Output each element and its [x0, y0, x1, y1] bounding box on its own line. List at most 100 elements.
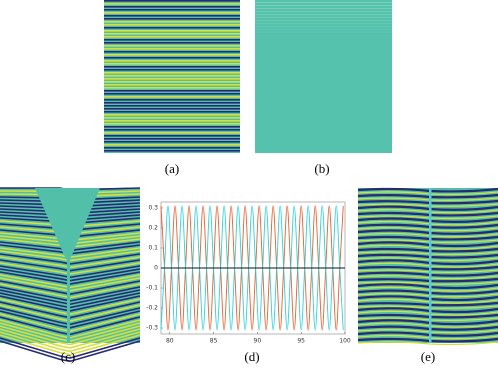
- stripe: [104, 30, 240, 32]
- stripe: [0, 256, 141, 269]
- stripe: [0, 316, 141, 336]
- stripe: [104, 129, 240, 131]
- stripe: [104, 105, 240, 107]
- x-tick-label: 95: [297, 338, 305, 345]
- x-tick-label: 85: [210, 338, 218, 345]
- stripe: [104, 36, 240, 38]
- stripe: [0, 298, 141, 316]
- wave: [357, 341, 498, 346]
- stripe: [104, 99, 240, 101]
- stripe: [255, 26, 392, 27]
- stripe: [104, 54, 240, 56]
- stripe: [104, 72, 240, 74]
- stripe: [255, 23, 392, 24]
- stripe: [0, 304, 141, 322]
- series-line: [160, 205, 344, 331]
- stripe: [0, 307, 141, 326]
- stripe: [104, 6, 240, 8]
- panel-label: (c): [61, 349, 75, 364]
- panel-label: (d): [244, 349, 259, 364]
- stripe: [104, 21, 240, 23]
- stripe: [104, 81, 240, 83]
- stripe: [104, 96, 240, 98]
- stripe: [104, 18, 240, 20]
- panel-label: (a): [165, 161, 179, 176]
- stripe: [104, 147, 240, 149]
- stripe: [104, 141, 240, 143]
- stripe: [104, 126, 240, 128]
- stripe: [104, 48, 240, 50]
- panel-e-image: [357, 187, 498, 346]
- stripe: [0, 262, 141, 275]
- stripe: [255, 32, 392, 33]
- panel-b-image: [255, 0, 392, 153]
- stripe: [104, 132, 240, 134]
- panel-a-image: [104, 0, 240, 153]
- stripe: [104, 78, 240, 80]
- stripe: [255, 11, 392, 12]
- stripe: [104, 144, 240, 146]
- wedge: [35, 188, 100, 262]
- stripe: [255, 2, 392, 3]
- seam: [429, 188, 432, 343]
- stripe: [104, 33, 240, 35]
- stripe: [104, 150, 240, 152]
- stripe: [0, 331, 141, 353]
- stripe: [0, 340, 141, 363]
- stripe: [104, 114, 240, 116]
- stripe: [0, 295, 141, 312]
- stripe: [104, 84, 240, 86]
- stripe: [104, 90, 240, 92]
- panel-label: (b): [314, 161, 329, 176]
- panel-d-plot: 0.3 0.2 0.1 0 -0.1 -0.2 -0.3 80 85 90 95 100: [146, 201, 351, 345]
- stripe: [255, 5, 392, 6]
- stripe: [0, 313, 141, 332]
- stripe: [0, 250, 141, 262]
- panel-label: (e): [421, 349, 435, 364]
- stripe: [0, 259, 141, 272]
- y-tick-label: -0.2: [146, 305, 158, 312]
- stripe: [0, 310, 141, 329]
- stripe: [104, 120, 240, 122]
- stripe: [0, 277, 141, 292]
- stripe: [104, 135, 240, 137]
- stripe: [255, 38, 392, 39]
- stripe: [0, 253, 141, 265]
- stripe: [104, 138, 240, 140]
- stripe: [104, 66, 240, 68]
- stripe: [0, 268, 141, 282]
- stripe: [104, 123, 240, 125]
- stripe: [0, 274, 141, 289]
- panel-c-image: [0, 187, 141, 363]
- stripe: [0, 283, 141, 299]
- stripe: [255, 20, 392, 21]
- x-tick-label: 90: [254, 338, 262, 345]
- stripe: [255, 35, 392, 36]
- y-tick-label: 0: [154, 265, 158, 272]
- stripe: [104, 111, 240, 113]
- stripe: [104, 27, 240, 29]
- y-tick-label: -0.1: [146, 285, 158, 292]
- stripe: [255, 29, 392, 30]
- stripe: [104, 9, 240, 11]
- stripe: [0, 322, 141, 343]
- stripe: [104, 3, 240, 5]
- stripe: [0, 292, 141, 309]
- stripe: [104, 75, 240, 77]
- stripe: [0, 337, 141, 359]
- stripe: [104, 108, 240, 110]
- stripe: [104, 0, 240, 2]
- stripe: [0, 328, 141, 349]
- stripe: [104, 15, 240, 17]
- stripe: [104, 69, 240, 71]
- stripe: [0, 334, 141, 356]
- stripe: [255, 8, 392, 9]
- stripe: [104, 57, 240, 59]
- stripe: [255, 14, 392, 15]
- stripe: [0, 301, 141, 319]
- stripe: [0, 319, 141, 339]
- stripe: [0, 271, 141, 285]
- stripe: [0, 265, 141, 279]
- y-tick-label: -0.3: [146, 325, 158, 332]
